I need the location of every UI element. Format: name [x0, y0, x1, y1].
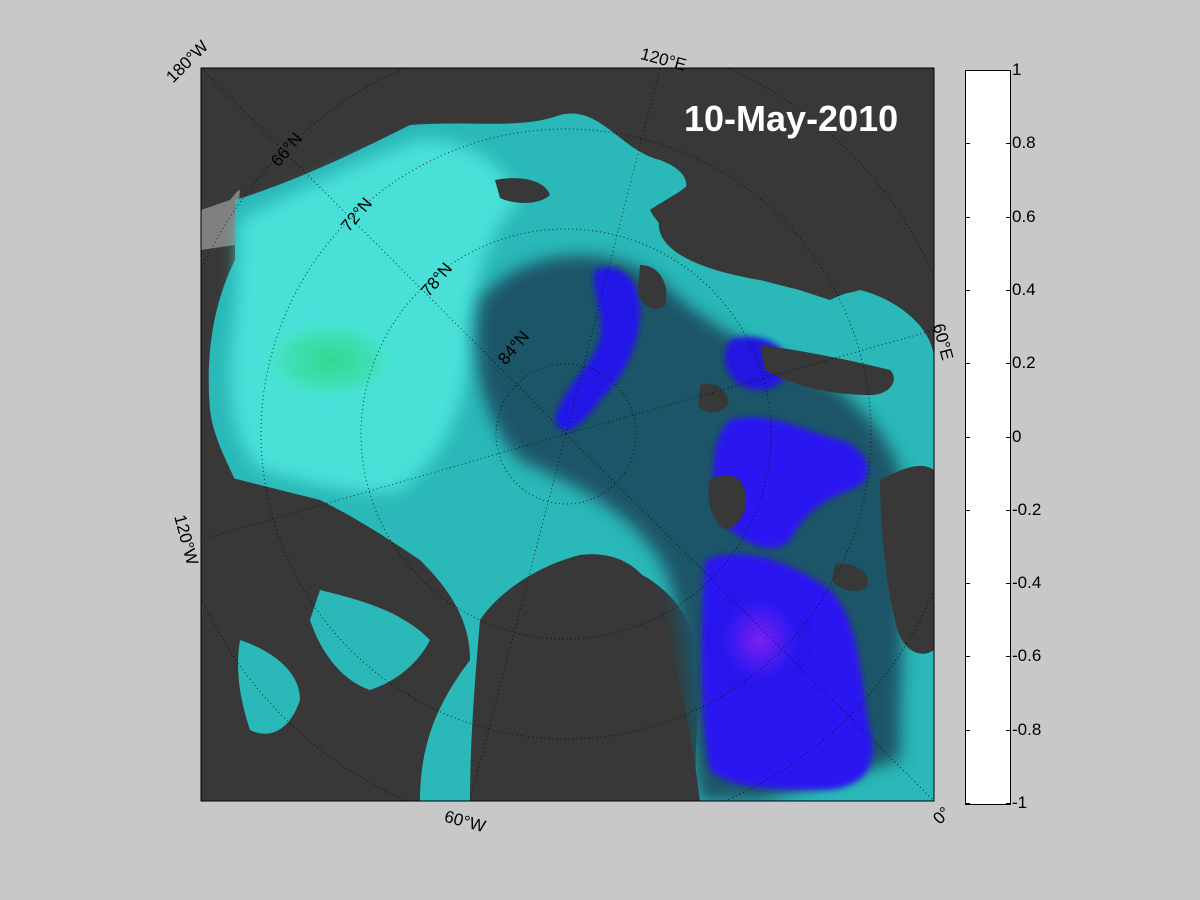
- ocean-channel: [310, 590, 430, 690]
- colorbar-tick-label: 0.4: [1012, 279, 1036, 299]
- colorbar-tick-mark: [1006, 729, 1010, 731]
- colorbar-tick-mark: [966, 803, 970, 804]
- land-novaya-zemlya: [760, 345, 894, 395]
- colorbar-tick-label: 0.2: [1012, 353, 1036, 373]
- colorbar-tick-mark: [1006, 363, 1010, 365]
- colorbar-tick-mark: [966, 436, 970, 438]
- colorbar-tick-mark: [1006, 70, 1010, 71]
- land-new-siberian-islands: [495, 178, 550, 203]
- colorbar-tick-mark: [966, 363, 970, 365]
- land-franz-josef: [698, 383, 729, 413]
- colorbar-tick-mark: [1006, 509, 1010, 511]
- colorbar-tick-label: 0.6: [1012, 206, 1036, 226]
- colorbar-tick-mark: [1006, 803, 1010, 804]
- ocean-violet-anomaly: [705, 580, 815, 700]
- colorbar: [965, 70, 1011, 805]
- graticule: [201, 68, 934, 801]
- land-severnaya-zemlya: [638, 265, 667, 310]
- map-frame: [200, 67, 935, 802]
- colorbar-tick-label: -0.4: [1012, 573, 1042, 593]
- colorbar-tick-mark: [966, 656, 970, 658]
- land-svalbard: [708, 474, 747, 530]
- land-greenland: [470, 554, 700, 801]
- colorbar-tick-label: -0.8: [1012, 719, 1042, 739]
- colorbar-tick-label: 1: [1012, 60, 1022, 79]
- map-area: [201, 68, 934, 801]
- colorbar-tick-mark: [966, 583, 970, 585]
- ocean-light-cyan: [230, 140, 520, 493]
- colorbar-tick-mark: [966, 143, 970, 145]
- ocean-blue-anomaly: [713, 417, 869, 549]
- ocean-green-anomaly: [255, 315, 405, 405]
- ocean-channel: [238, 640, 300, 734]
- colorbar-tick-label: -0.6: [1012, 646, 1042, 666]
- colorbar-tick-mark: [1006, 216, 1010, 218]
- date-label: 10-May-2010: [684, 98, 899, 139]
- colorbar-tick-mark: [1006, 289, 1010, 291]
- land-scandinavia: [880, 465, 934, 654]
- colorbar-tick-label: -1: [1012, 793, 1028, 812]
- land-iceland: [832, 563, 869, 592]
- land-eurasia: [540, 68, 934, 300]
- colorbar-tick-mark: [966, 729, 970, 731]
- colorbar-tick-mark: [966, 70, 970, 71]
- colorbar-tick-mark: [966, 509, 970, 511]
- colorbar-tick-mark: [1006, 436, 1010, 438]
- colorbar-tick-mark: [1006, 656, 1010, 658]
- colorbar-tick-mark: [1006, 143, 1010, 145]
- land-alaska: [201, 68, 420, 210]
- colorbar-tick-label: 0.8: [1012, 133, 1036, 153]
- colorbar-tick-mark: [966, 216, 970, 218]
- colorbar-tick-mark: [966, 289, 970, 291]
- ocean-blue-anomaly: [555, 267, 640, 431]
- colorbar-tick-label: 0: [1012, 426, 1022, 446]
- colorbar-tick-label: -0.2: [1012, 499, 1042, 519]
- colorbar-tick-mark: [1006, 583, 1010, 585]
